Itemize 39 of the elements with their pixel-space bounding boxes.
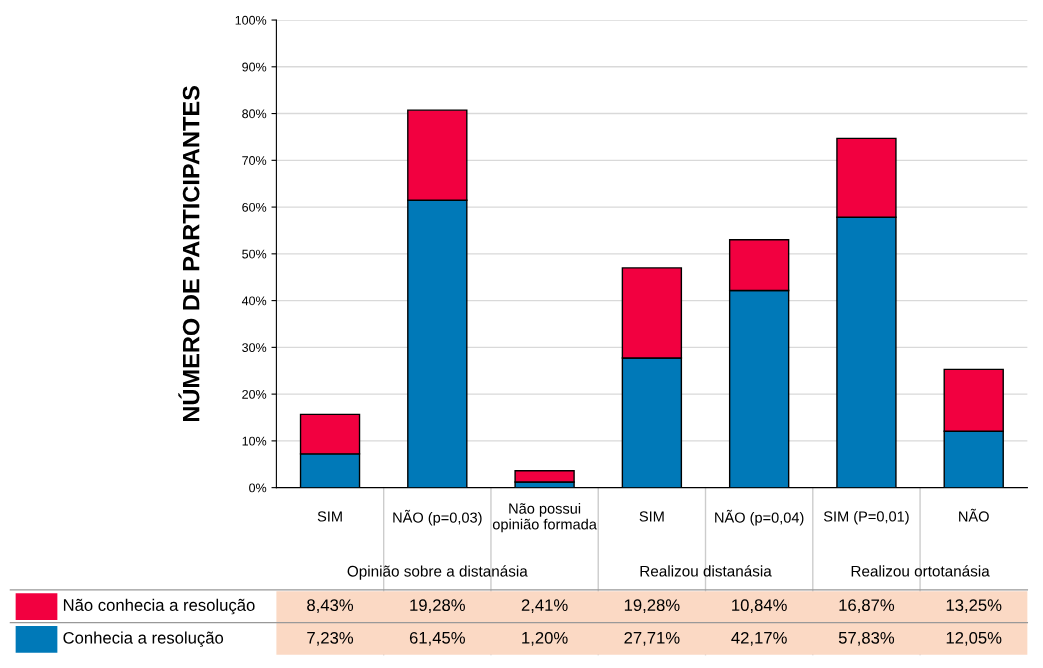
data-label: 2,41% [521,599,568,613]
x-tick-label: SIM (P=0,01) [823,510,909,525]
legend-label: Não conhecia a resolução [63,598,255,615]
y-axis-title: NÚMERO DE PARTICIPANTES [178,85,200,422]
y-tick-label: 80% [242,109,267,119]
x-tick-label: SIM [317,511,342,522]
data-label: 19,28% [624,599,680,613]
text: Realizou distanásia [640,565,772,577]
y-tick-label: 30% [242,343,267,353]
text: Realizou ortotanásia [851,565,990,577]
x-tick-label: NÃO (p=0,03) [393,509,482,526]
y-tick-label: 0% [249,483,267,493]
data-label: 12,05% [946,631,1002,646]
x-tick-label: NÃO (p=0,04) [715,509,804,526]
y-tick-label: 90% [242,62,267,72]
y-tick-label: 60% [242,202,267,212]
y-tick-label: 100% [235,15,267,25]
x-tick-label: Não possui opinião formada [492,503,597,533]
y-tick-label: 40% [241,296,267,306]
data-label: 7,23% [307,631,354,646]
data-label: 8,43% [307,599,354,613]
data-label: 1,20% [522,631,568,646]
bar [514,470,575,483]
data-label: 27,71% [624,631,680,646]
legend-label: Conhecia a resolução [63,631,224,648]
text: Opinião sobre a distanásia [347,565,528,580]
data-label: 42,17% [731,631,787,646]
data-label: 57,83% [838,631,895,646]
y-tick-label: 20% [242,389,267,399]
data-label: 10,84% [732,599,787,613]
data-label: 16,87% [839,599,895,613]
y-tick-label: 70% [242,156,267,165]
data-label: 19,28% [410,599,465,613]
data-label: 13,25% [946,599,1002,613]
data-label: 61,45% [409,631,465,646]
y-tick-label: 50% [242,249,267,259]
x-tick-label: NÃO [959,508,989,522]
x-tick-label: SIM [639,511,664,522]
y-tick-label: 10% [242,436,267,446]
